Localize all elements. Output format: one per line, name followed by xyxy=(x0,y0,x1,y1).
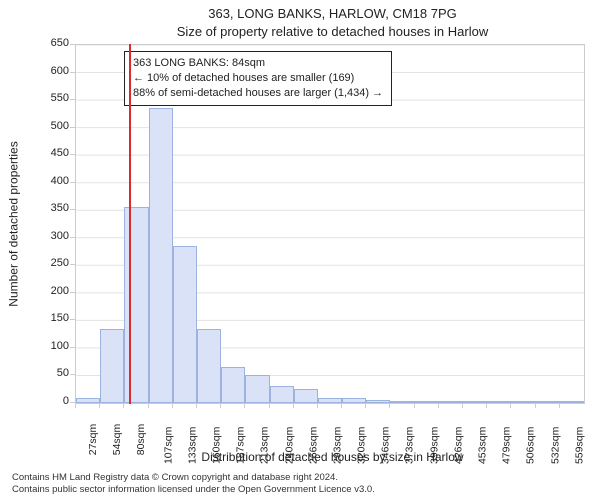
histogram-bar xyxy=(463,401,487,403)
y-tick-label: 600 xyxy=(19,65,69,77)
histogram-bar xyxy=(245,375,269,403)
info-box-line: 88% of semi-detached houses are larger (… xyxy=(133,86,383,101)
info-box-line: ← 10% of detached houses are smaller (16… xyxy=(133,71,383,86)
y-tick-label: 200 xyxy=(19,285,69,297)
histogram-bar xyxy=(294,389,318,403)
histogram-bar xyxy=(536,401,560,403)
x-axis-title: Distribution of detached houses by size … xyxy=(75,450,590,464)
histogram-bar xyxy=(100,329,124,403)
footer-line-1: Contains HM Land Registry data © Crown c… xyxy=(12,472,588,484)
footer-attribution: Contains HM Land Registry data © Crown c… xyxy=(12,472,588,496)
histogram-bar xyxy=(415,401,439,403)
histogram-bar xyxy=(318,398,342,404)
y-tick-label: 100 xyxy=(19,340,69,352)
histogram-bar xyxy=(439,401,463,403)
histogram-bar xyxy=(366,400,390,403)
histogram-bar xyxy=(149,108,173,403)
y-tick-label: 300 xyxy=(19,230,69,242)
histogram-bar xyxy=(390,401,414,403)
y-tick-label: 400 xyxy=(19,175,69,187)
histogram-bar xyxy=(76,398,100,404)
histogram-bar xyxy=(342,398,366,404)
marker-line xyxy=(129,44,131,404)
histogram-bar xyxy=(197,329,221,403)
plot-area: 363 LONG BANKS: 84sqm← 10% of detached h… xyxy=(75,44,585,404)
chart-title-sub: Size of property relative to detached ho… xyxy=(75,24,590,39)
footer-line-2: Contains public sector information licen… xyxy=(12,484,588,496)
y-tick-label: 150 xyxy=(19,312,69,324)
histogram-bar xyxy=(221,367,245,403)
y-tick-label: 500 xyxy=(19,120,69,132)
chart-container: 363, LONG BANKS, HARLOW, CM18 7PG Size o… xyxy=(0,0,600,500)
y-axis: 050100150200250300350400450500550600650 xyxy=(0,44,75,404)
y-tick-label: 450 xyxy=(19,147,69,159)
y-tick-label: 0 xyxy=(19,395,69,407)
histogram-bar xyxy=(560,401,584,403)
y-tick-label: 50 xyxy=(19,367,69,379)
info-box: 363 LONG BANKS: 84sqm← 10% of detached h… xyxy=(124,51,392,106)
histogram-bar xyxy=(511,401,535,403)
histogram-bar xyxy=(173,246,197,403)
y-tick-label: 350 xyxy=(19,202,69,214)
histogram-bar xyxy=(270,386,294,403)
histogram-bar xyxy=(487,401,511,403)
info-box-line: 363 LONG BANKS: 84sqm xyxy=(133,56,383,71)
y-tick-label: 650 xyxy=(19,37,69,49)
y-tick-label: 550 xyxy=(19,92,69,104)
chart-title-main: 363, LONG BANKS, HARLOW, CM18 7PG xyxy=(75,6,590,21)
y-tick-label: 250 xyxy=(19,257,69,269)
